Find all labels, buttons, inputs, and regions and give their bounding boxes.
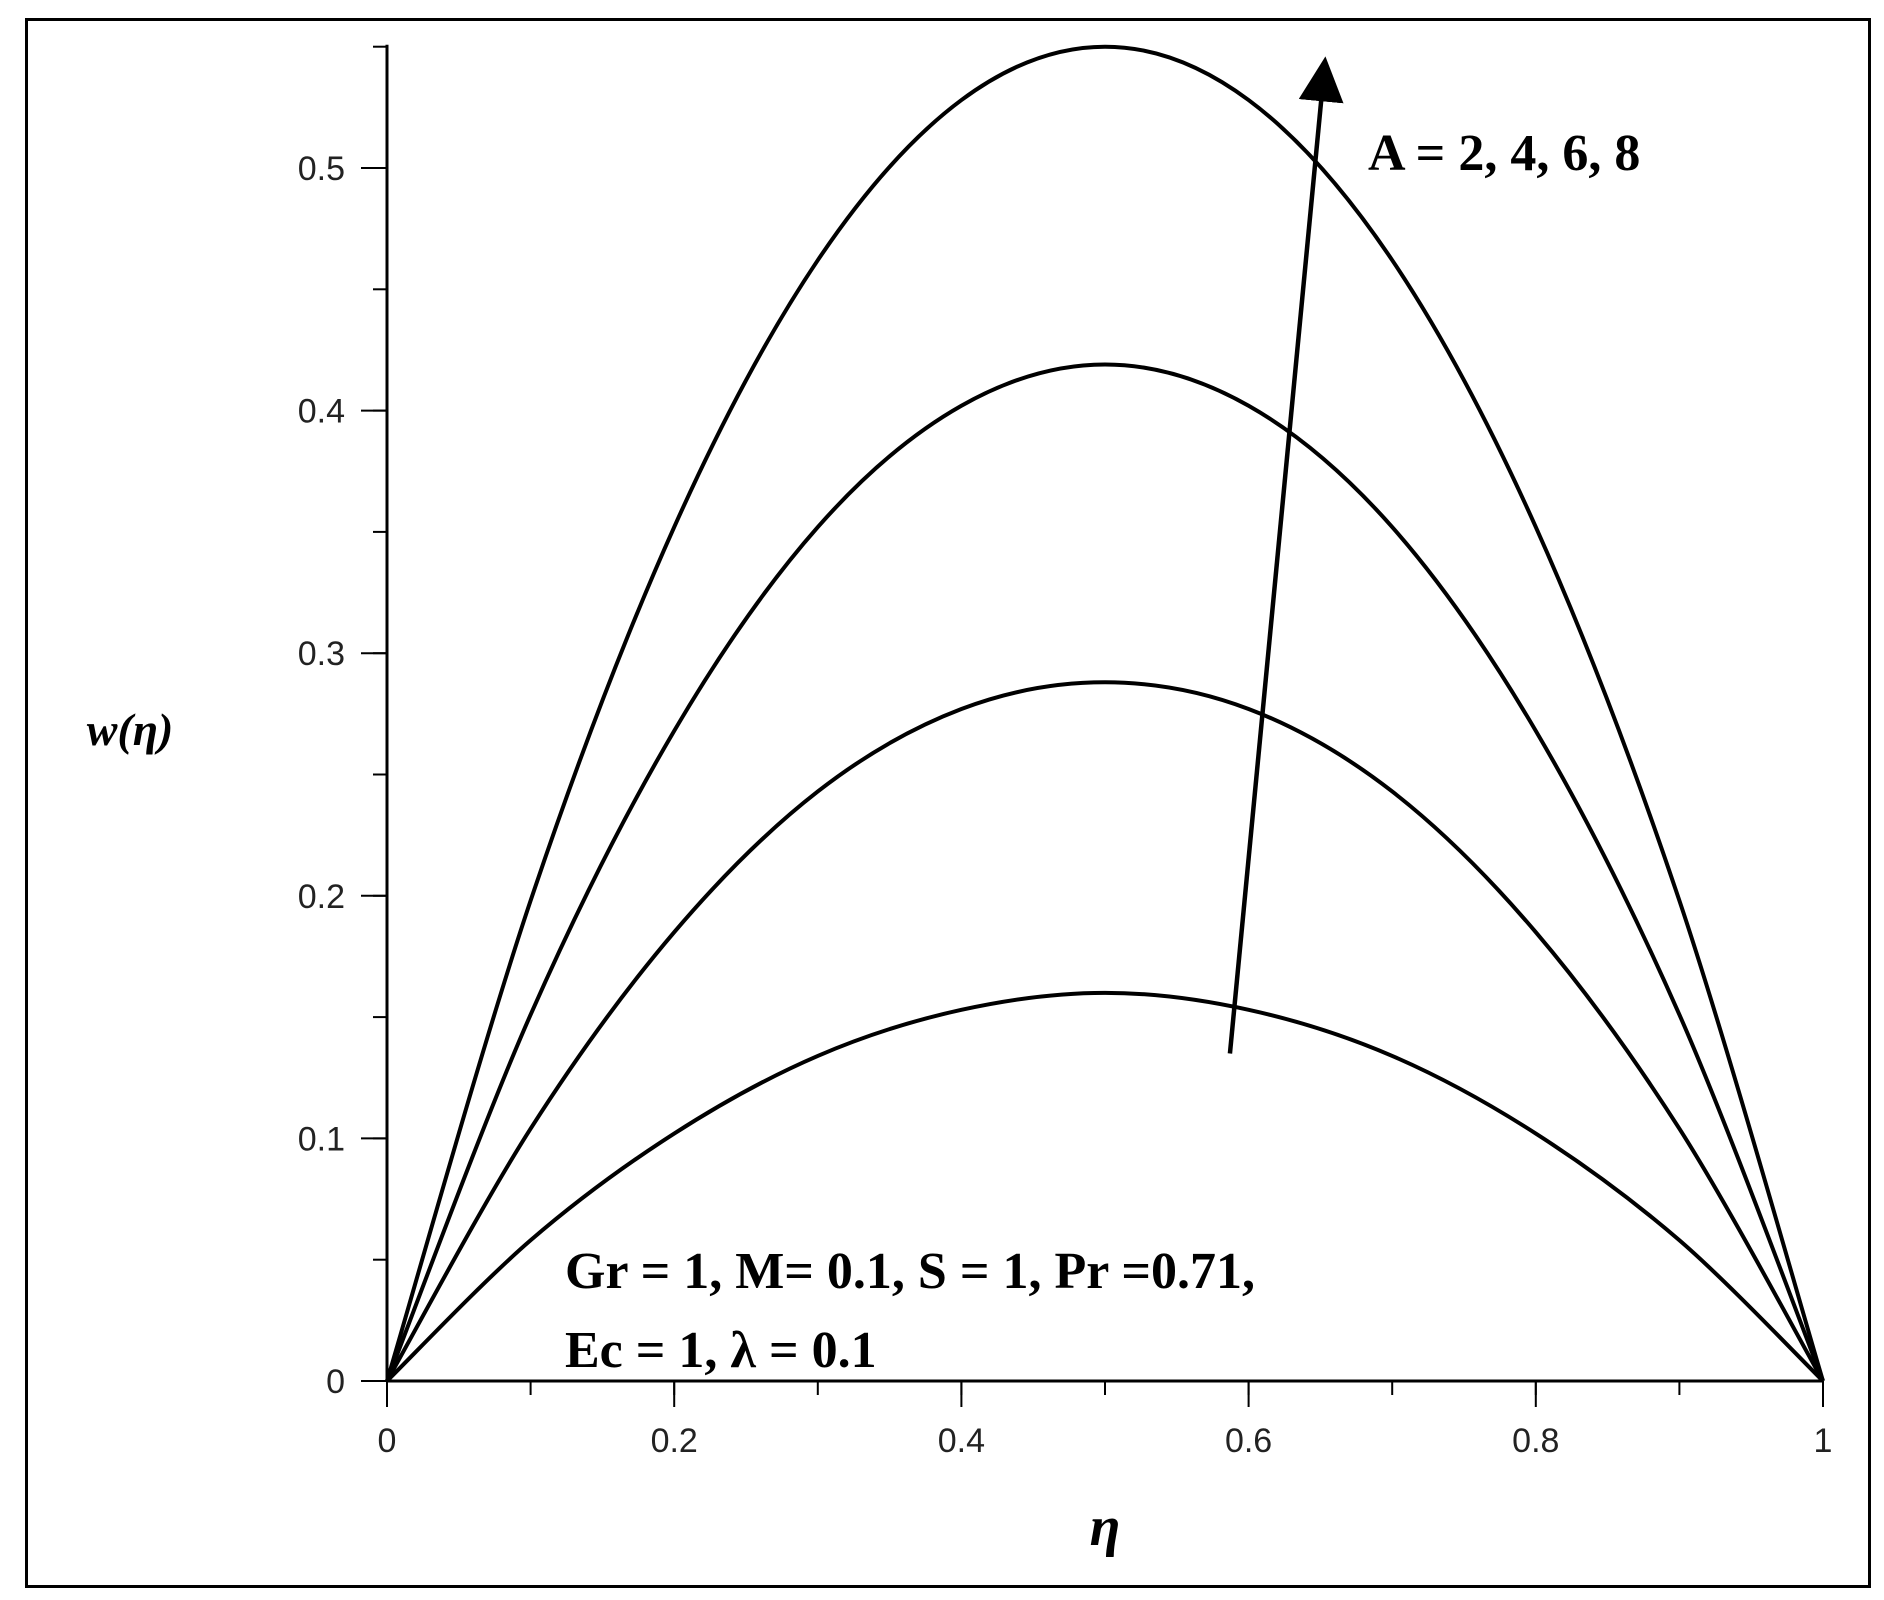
x-tick-label: 0.6: [1225, 1422, 1272, 1460]
x-tick-label: 0: [378, 1422, 397, 1460]
y-axis-label: w(η): [87, 704, 174, 755]
params-line-2: Ec = 1, λ = 0.1: [565, 1322, 877, 1379]
x-tick-label: 0.2: [651, 1422, 698, 1460]
x-axis-label: η: [1090, 1496, 1121, 1558]
y-tick-label: 0.1: [298, 1120, 345, 1158]
y-tick-label: 0.2: [298, 878, 345, 916]
y-tick-label: 0: [326, 1363, 345, 1401]
series-line-3: [385, 362, 1825, 1382]
x-tick-label: 0.8: [1512, 1422, 1559, 1460]
y-tick-label: 0.3: [298, 635, 345, 673]
arrow-label: A = 2, 4, 6, 8: [1368, 125, 1640, 182]
series-line-2: [385, 680, 1825, 1382]
y-tick-label: 0.4: [298, 393, 345, 431]
params-line-1: Gr = 1, M= 0.1, S = 1, Pr =0.71,: [565, 1243, 1255, 1300]
annotations: w(η) η A = 2, 4, 6, 8 Gr = 1, M= 0.1, S …: [87, 56, 1640, 1558]
series-line-4: [385, 44, 1825, 1382]
curves: [385, 44, 1825, 1383]
trend-arrow: [1227, 56, 1344, 1054]
axes: 0 0.2 0.4 0.6 0.8 1 0 0.1 0.2 0.3 0.4 0.5: [298, 44, 1833, 1460]
x-tick-label: 0.4: [938, 1422, 985, 1460]
x-tick-label: 1: [1814, 1422, 1833, 1460]
figure-frame: [25, 18, 1871, 1588]
y-tick-label: 0.5: [298, 150, 345, 188]
series-line-1: [385, 990, 1825, 1383]
